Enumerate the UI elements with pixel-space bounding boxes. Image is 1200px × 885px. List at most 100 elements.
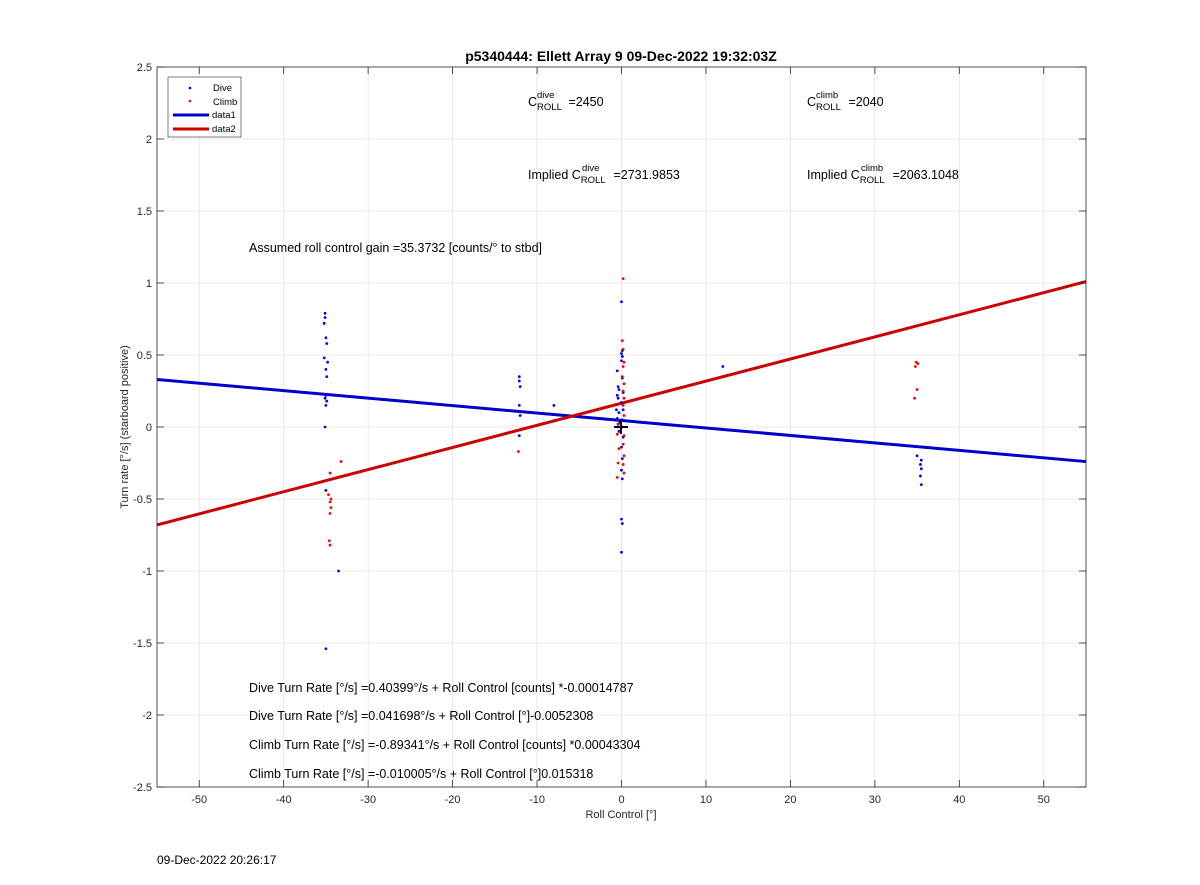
climb-point <box>622 360 626 364</box>
dive-point <box>323 311 327 315</box>
dive-point <box>615 369 619 373</box>
dive-point <box>325 342 329 345</box>
x-tick-label: 40 <box>953 794 965 806</box>
y-tick-label: -1.5 <box>133 638 152 650</box>
legend-label-climb: Climb <box>213 97 237 108</box>
y-tick-label: 2 <box>146 134 152 146</box>
climb-point <box>616 461 620 465</box>
y-tick-label: 1.5 <box>137 206 152 218</box>
c-roll-dive-annotation: CROLLdive =2450 <box>528 90 604 113</box>
climb-point <box>328 512 332 515</box>
climb-point <box>616 422 620 426</box>
y-tick-label: 1 <box>146 278 152 290</box>
dive-point <box>620 355 624 358</box>
gain-annotation: Assumed roll control gain =35.3732 [coun… <box>249 241 542 255</box>
implied-climb-sup: climb <box>861 163 883 174</box>
climb-point <box>622 396 626 400</box>
climb-point <box>620 339 624 342</box>
footer-timestamp: 09-Dec-2022 20:26:17 <box>157 853 277 867</box>
dive-point <box>517 434 521 438</box>
x-tick-label: -50 <box>191 794 207 806</box>
c-roll-climb-value: =2040 <box>845 95 884 109</box>
dive-point <box>615 416 619 420</box>
legend-label-data1: data1 <box>212 110 236 121</box>
x-tick-label: -30 <box>360 794 376 806</box>
y-axis-label: Turn rate [°/s] (starboard positive) <box>119 345 131 509</box>
climb-point <box>913 396 916 400</box>
dive-point <box>615 408 618 412</box>
dive-point <box>617 429 621 433</box>
climb-point <box>617 447 621 450</box>
dive-point <box>620 550 623 554</box>
dive-degrees-equation: Dive Turn Rate [°/s] =0.041698°/s + Roll… <box>249 709 593 723</box>
y-tick-label: -0.5 <box>133 494 152 506</box>
dive-point <box>919 458 923 462</box>
dive-counts-equation: Dive Turn Rate [°/s] =0.40399°/s + Roll … <box>249 681 634 695</box>
dive-point <box>620 477 624 481</box>
climb-point <box>621 347 625 351</box>
climb-point <box>621 389 625 393</box>
c-roll-dive-sub: ROLL <box>537 102 562 113</box>
y-tick-label: -1 <box>142 566 152 578</box>
c-roll-dive-base: C <box>528 95 537 109</box>
c-roll-dive-sup: dive <box>537 90 554 101</box>
climb-point <box>621 277 625 281</box>
dive-point <box>621 408 625 412</box>
implied-climb-sub: ROLL <box>860 175 885 186</box>
dive-point <box>620 401 623 404</box>
climb-point <box>914 365 917 368</box>
climb-point <box>328 471 332 475</box>
c-roll-dive-value: =2450 <box>565 95 604 109</box>
climb-point <box>620 375 624 378</box>
c-roll-climb-annotation: CROLLclimb =2040 <box>807 90 884 113</box>
x-tick-label: 10 <box>700 794 712 806</box>
legend: Dive Climb data1 data2 <box>167 76 242 138</box>
dive-point <box>324 368 328 371</box>
implied-c-roll-dive-annotation: Implied CROLLdive =2731.9853 <box>528 163 680 186</box>
x-tick-label: 0 <box>618 794 624 806</box>
climb-point <box>339 460 343 463</box>
climb-point <box>915 388 919 391</box>
climb-point <box>916 362 920 366</box>
climb-point <box>621 404 625 407</box>
x-tick-label: -40 <box>276 794 292 806</box>
climb-point <box>517 450 520 453</box>
zero-marker <box>614 420 628 434</box>
dive-point <box>324 393 328 397</box>
dive-point <box>617 411 621 414</box>
dive-point <box>322 321 326 325</box>
dive-point <box>324 336 328 340</box>
dive-point <box>323 316 327 319</box>
x-tick-label: 30 <box>869 794 881 806</box>
dive-point <box>325 399 329 403</box>
legend-label-dive: Dive <box>213 83 232 94</box>
climb-point <box>328 543 332 547</box>
legend-marker-climb <box>188 99 192 103</box>
climb-point <box>622 382 626 386</box>
climb-point <box>329 506 333 510</box>
x-tick-label: 50 <box>1038 794 1050 806</box>
climb-point <box>328 500 332 504</box>
dive-point <box>620 522 624 525</box>
y-tick-label: 0 <box>146 422 152 434</box>
climb-point <box>621 442 625 446</box>
dive-point <box>518 385 522 389</box>
c-roll-climb-sup: climb <box>816 90 838 101</box>
c-roll-climb-sub: ROLL <box>816 102 841 113</box>
dive-point <box>325 375 329 378</box>
dive-point <box>517 379 521 383</box>
climb-point <box>327 493 330 497</box>
x-tick-label: -10 <box>529 794 545 806</box>
dive-point <box>616 396 620 400</box>
climb-point <box>621 463 625 466</box>
dive-point <box>552 404 556 407</box>
implied-dive-value: =2731.9853 <box>610 168 680 182</box>
climb-counts-equation: Climb Turn Rate [°/s] =-0.89341°/s + Rol… <box>249 738 641 752</box>
dive-point <box>915 454 919 458</box>
implied-climb-value: =2063.1048 <box>889 168 959 182</box>
dive-point <box>323 396 327 400</box>
y-tick-label: 0.5 <box>137 350 152 362</box>
dive-point <box>324 488 328 492</box>
dive-point <box>617 388 621 391</box>
